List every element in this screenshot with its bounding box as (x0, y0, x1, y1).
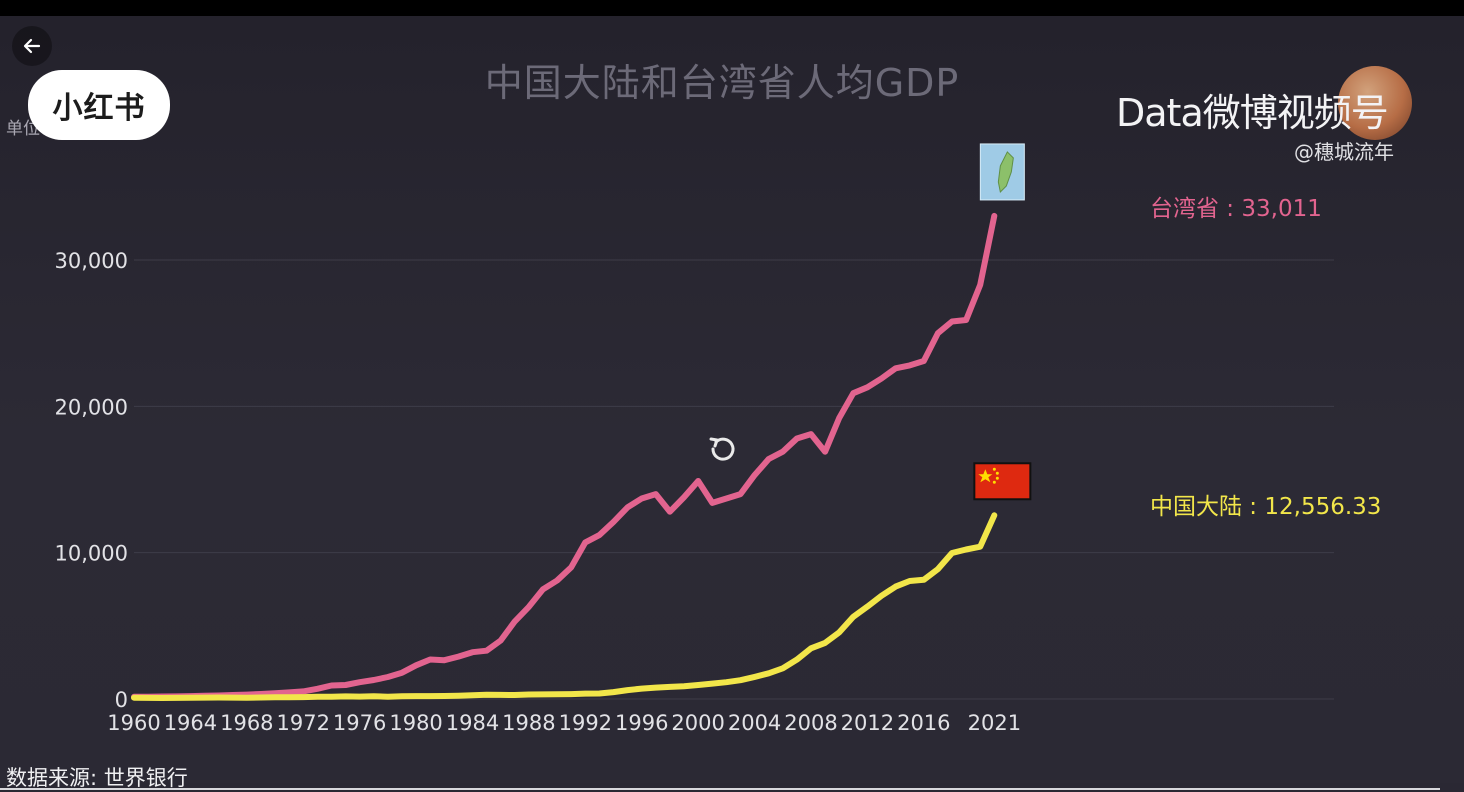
channel-avatar[interactable] (1338, 66, 1412, 140)
series-end-label: 中国大陆 : 12,556.33 (1150, 494, 1381, 520)
y-tick-label: 30,000 (55, 249, 128, 273)
x-tick-label: 1988 (502, 711, 555, 735)
series-line (131, 212, 998, 700)
x-axis: 1960 1964 1968 1972 1976 1980 1984 1988 1992 1996… (107, 711, 1021, 735)
logo-text: 小红书 (52, 91, 146, 126)
back-button[interactable] (12, 26, 52, 66)
x-tick-label: 1968 (220, 711, 273, 735)
source-divider (0, 788, 1440, 790)
xiaohongshu-logo: 小红书 (28, 70, 170, 140)
island-shape (997, 151, 1014, 193)
x-tick-label: 1960 (107, 711, 160, 735)
x-tick-label: 2008 (784, 711, 837, 735)
y-tick-label: 0 (115, 688, 128, 712)
y-tick-label: 10,000 (55, 542, 128, 566)
x-tick-label: 1972 (277, 711, 330, 735)
x-tick-label: 1976 (333, 711, 386, 735)
chart-title: 中国大陆和台湾省人均GDP (484, 61, 960, 105)
series-end-label: 台湾省 : 33,011 (1150, 196, 1322, 222)
x-tick-label: 1980 (389, 711, 442, 735)
video-frame[interactable]: 中国大陆和台湾省人均GDP 单位 小红书 Data微博视频号 @穗城流年 0 10… (0, 16, 1464, 790)
x-tick-label: 1996 (615, 711, 668, 735)
china-flag-icon (973, 462, 1032, 501)
replay-button[interactable] (703, 429, 743, 469)
unit-label: 单位 (6, 119, 40, 139)
x-tick-label: 2012 (841, 711, 894, 735)
watermark-main: Data微博视频号 (1116, 91, 1389, 135)
series-end-labels: 台湾省 : 33,011 中国大陆 : 12,556.33 (1150, 196, 1381, 520)
flag-small-star (995, 476, 999, 480)
series-line (131, 512, 998, 701)
y-axis: 0 10,000 20,000 30,000 (55, 249, 128, 712)
flag-small-star (995, 471, 999, 475)
watermark-handle: @穗城流年 (1294, 140, 1394, 164)
flag-star (978, 469, 993, 483)
flag-field (973, 462, 1032, 501)
flag-small-star (992, 480, 996, 484)
y-tick-label: 20,000 (55, 395, 128, 419)
x-tick-label: 2016 (897, 711, 950, 735)
top-bar (0, 0, 1464, 16)
grid-lines (134, 259, 1334, 700)
x-tick-label: 1984 (446, 711, 499, 735)
x-tick-label: 2004 (728, 711, 781, 735)
x-tick-label: 1964 (164, 711, 217, 735)
flag-small-star (992, 467, 996, 471)
x-tick-label: 2000 (671, 711, 724, 735)
x-tick-label: 2021 (968, 711, 1021, 735)
taiwan-map-icon (979, 143, 1025, 201)
line-chart: 0 10,000 20,000 30,000 1960 1964 1968 1972 1976… (55, 143, 1381, 735)
arrow-left-icon (23, 38, 41, 54)
series-lines (131, 212, 998, 701)
replay-icon (709, 437, 735, 461)
series-markers (973, 143, 1032, 501)
x-tick-label: 1992 (559, 711, 612, 735)
